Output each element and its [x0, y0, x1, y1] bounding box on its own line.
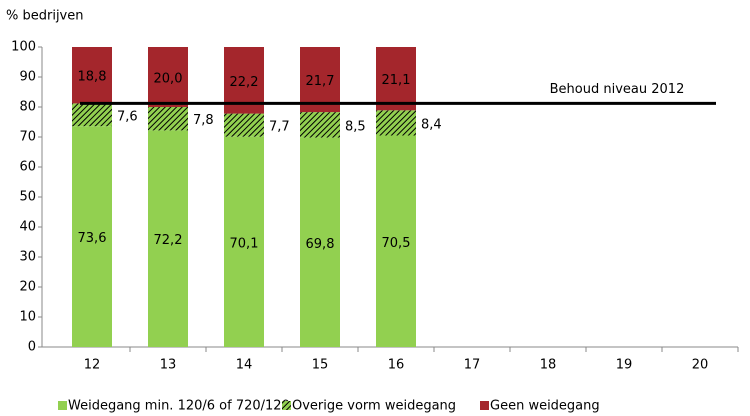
- bar-segment: [300, 137, 340, 347]
- value-label: 73,6: [78, 231, 107, 246]
- x-tick-label: 14: [236, 358, 253, 373]
- value-label: 70,1: [230, 236, 259, 251]
- value-label: 8,4: [421, 117, 442, 132]
- reference-label: Behoud niveau 2012: [550, 82, 685, 97]
- bar-segment: [300, 112, 340, 138]
- value-label: 21,7: [306, 74, 335, 89]
- y-tick-label: 0: [28, 340, 36, 355]
- bar-segment: [376, 135, 416, 347]
- y-tick-label: 50: [19, 190, 36, 205]
- value-label: 22,2: [230, 75, 259, 90]
- y-tick-label: 100: [11, 40, 36, 55]
- value-label: 69,8: [306, 237, 335, 252]
- x-tick-label: 13: [160, 358, 177, 373]
- bar-segment: [376, 47, 416, 111]
- value-label: 7,8: [193, 113, 214, 128]
- value-label: 7,7: [269, 120, 290, 135]
- legend-swatch: [282, 401, 291, 410]
- value-label: 21,1: [382, 73, 411, 88]
- bar-segment: [224, 136, 264, 347]
- x-tick-label: 17: [464, 358, 481, 373]
- x-tick-label: 18: [540, 358, 557, 373]
- y-tick-label: 60: [19, 160, 36, 175]
- x-tick-label: 15: [312, 358, 329, 373]
- y-tick-label: 70: [19, 130, 36, 145]
- y-tick-label: 40: [19, 220, 36, 235]
- y-tick-label: 90: [19, 70, 36, 85]
- y-axis-label: % bedrijven: [6, 9, 84, 24]
- bar-segment: [148, 130, 188, 347]
- legend-label: Weidegang min. 120/6 of 720/120: [68, 399, 290, 414]
- x-tick-label: 20: [692, 358, 709, 373]
- bar-segment: [148, 47, 188, 107]
- bar-segment: [224, 113, 264, 137]
- y-tick-label: 10: [19, 310, 36, 325]
- bar-segment: [376, 110, 416, 136]
- bar-segment: [72, 47, 112, 104]
- x-tick-label: 19: [616, 358, 633, 373]
- bar-segment: [72, 103, 112, 127]
- legend-label: Overige vorm weidegang: [292, 399, 456, 414]
- value-label: 8,5: [345, 119, 366, 134]
- legend-swatch: [58, 401, 67, 410]
- bar-segment: [72, 126, 112, 347]
- value-label: 72,2: [154, 233, 183, 248]
- y-tick-label: 80: [19, 100, 36, 115]
- value-label: 7,6: [117, 109, 138, 124]
- bar-segment: [300, 47, 340, 113]
- legend-swatch: [480, 401, 489, 410]
- x-tick-label: 12: [84, 358, 101, 373]
- y-tick-label: 20: [19, 280, 36, 295]
- y-tick-label: 30: [19, 250, 36, 265]
- value-label: 70,5: [382, 236, 411, 251]
- value-label: 20,0: [154, 72, 183, 87]
- x-tick-label: 16: [388, 358, 405, 373]
- legend-label: Geen weidegang: [490, 399, 600, 414]
- value-label: 18,8: [78, 70, 107, 85]
- bar-segment: [148, 107, 188, 131]
